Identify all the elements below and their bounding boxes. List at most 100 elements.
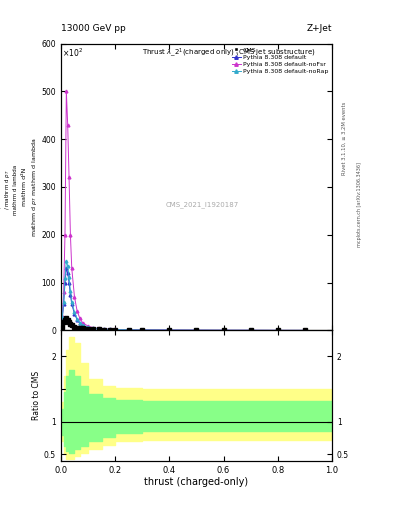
Pythia 8.308 default-noFsr <box>303 327 307 333</box>
CMS <box>167 327 172 333</box>
Line: Pythia 8.308 default: Pythia 8.308 default <box>61 267 307 332</box>
Text: CMS_2021_I1920187: CMS_2021_I1920187 <box>165 201 239 207</box>
Pythia 8.308 default-noRap <box>275 327 280 333</box>
Pythia 8.308 default <box>86 325 90 331</box>
CMS <box>275 327 280 333</box>
Legend: CMS, Pythia 8.308 default, Pythia 8.308 default-noFsr, Pythia 8.308 default-noRa: CMS, Pythia 8.308 default, Pythia 8.308 … <box>231 47 329 75</box>
Pythia 8.308 default-noFsr <box>61 289 66 295</box>
CMS <box>194 327 199 333</box>
Pythia 8.308 default-noFsr <box>221 327 226 333</box>
Pythia 8.308 default <box>194 327 199 333</box>
CMS <box>107 327 112 333</box>
CMS <box>64 315 69 322</box>
CMS <box>86 326 90 332</box>
Pythia 8.308 default <box>91 326 96 332</box>
CMS <box>75 325 79 331</box>
Pythia 8.308 default-noRap <box>72 309 77 315</box>
Pythia 8.308 default-noRap <box>303 327 307 333</box>
CMS <box>67 319 72 325</box>
Pythia 8.308 default-noFsr <box>80 319 85 326</box>
CMS <box>113 327 118 333</box>
Text: Thrust $\lambda\_2^1$(charged only) (CMS jet substructure): Thrust $\lambda\_2^1$(charged only) (CMS… <box>142 47 316 59</box>
Text: $\times10^{2}$: $\times10^{2}$ <box>62 47 83 59</box>
Text: Z+Jet: Z+Jet <box>307 24 332 33</box>
CMS <box>140 327 145 333</box>
Pythia 8.308 default-noRap <box>126 327 131 333</box>
Pythia 8.308 default-noRap <box>60 314 64 321</box>
Text: 13000 GeV pp: 13000 GeV pp <box>61 24 126 33</box>
Pythia 8.308 default-noFsr <box>113 327 118 333</box>
Pythia 8.308 default-noRap <box>113 327 118 333</box>
Pythia 8.308 default-noFsr <box>67 174 72 180</box>
Pythia 8.308 default <box>67 280 72 286</box>
Pythia 8.308 default-noFsr <box>86 323 90 329</box>
Line: CMS: CMS <box>61 317 307 332</box>
Pythia 8.308 default-noFsr <box>62 232 67 238</box>
Pythia 8.308 default-noFsr <box>140 327 145 333</box>
Pythia 8.308 default-noFsr <box>72 294 77 300</box>
Pythia 8.308 default-noRap <box>68 288 73 294</box>
CMS <box>91 326 96 332</box>
CMS <box>68 321 73 327</box>
CMS <box>248 327 253 333</box>
Pythia 8.308 default <box>65 270 70 276</box>
Pythia 8.308 default-noRap <box>97 326 101 332</box>
Pythia 8.308 default-noRap <box>61 298 66 305</box>
Pythia 8.308 default-noRap <box>107 326 112 332</box>
CMS <box>65 317 70 323</box>
Line: Pythia 8.308 default-noRap: Pythia 8.308 default-noRap <box>61 260 307 332</box>
Pythia 8.308 default-noRap <box>70 298 74 305</box>
CMS <box>102 327 107 333</box>
Pythia 8.308 default-noFsr <box>64 88 69 94</box>
Pythia 8.308 default-noRap <box>91 325 96 331</box>
Pythia 8.308 default <box>113 327 118 333</box>
Pythia 8.308 default-noFsr <box>70 265 74 271</box>
Pythia 8.308 default-noRap <box>194 327 199 333</box>
Pythia 8.308 default-noFsr <box>68 232 73 238</box>
Pythia 8.308 default-noRap <box>86 324 90 330</box>
Pythia 8.308 default-noFsr <box>91 325 96 331</box>
CMS <box>221 327 226 333</box>
CMS <box>77 325 82 331</box>
CMS <box>72 324 77 330</box>
Y-axis label: mathrm d²N
mathrm d $p_T$ mathrm d lambda: mathrm d²N mathrm d $p_T$ mathrm d lambd… <box>22 137 39 237</box>
Pythia 8.308 default-noFsr <box>60 313 64 319</box>
CMS <box>70 322 74 328</box>
CMS <box>303 327 307 333</box>
Pythia 8.308 default-noRap <box>75 316 79 322</box>
Y-axis label: Ratio to CMS: Ratio to CMS <box>32 371 41 420</box>
Pythia 8.308 default-noRap <box>248 327 253 333</box>
Pythia 8.308 default <box>80 323 85 329</box>
Pythia 8.308 default <box>102 326 107 332</box>
Line: Pythia 8.308 default-noFsr: Pythia 8.308 default-noFsr <box>61 90 307 332</box>
Pythia 8.308 default-noRap <box>140 327 145 333</box>
Pythia 8.308 default-noFsr <box>248 327 253 333</box>
Text: mcplots.cern.ch [arXiv:1306.3436]: mcplots.cern.ch [arXiv:1306.3436] <box>357 162 362 247</box>
Pythia 8.308 default <box>61 301 66 307</box>
CMS <box>60 324 64 330</box>
Pythia 8.308 default <box>107 326 112 332</box>
Pythia 8.308 default <box>167 327 172 333</box>
Text: 1
/ mathrm d N
/ mathrm d $p_T$
mathrm d lambda: 1 / mathrm d N / mathrm d $p_T$ mathrm d… <box>0 164 18 215</box>
Pythia 8.308 default-noRap <box>65 263 70 269</box>
Pythia 8.308 default <box>64 265 69 271</box>
Pythia 8.308 default-noRap <box>77 319 82 326</box>
Pythia 8.308 default-noFsr <box>107 326 112 332</box>
Pythia 8.308 default <box>248 327 253 333</box>
Pythia 8.308 default-noFsr <box>167 327 172 333</box>
CMS <box>61 319 66 325</box>
Pythia 8.308 default <box>303 327 307 333</box>
Pythia 8.308 default <box>221 327 226 333</box>
Pythia 8.308 default-noFsr <box>77 315 82 322</box>
Pythia 8.308 default-noFsr <box>102 326 107 332</box>
Pythia 8.308 default <box>77 320 82 326</box>
Pythia 8.308 default <box>60 315 64 322</box>
Pythia 8.308 default <box>126 327 131 333</box>
Pythia 8.308 default <box>97 326 101 332</box>
Pythia 8.308 default-noRap <box>80 322 85 328</box>
Pythia 8.308 default <box>62 280 67 286</box>
Pythia 8.308 default <box>70 301 74 307</box>
Pythia 8.308 default-noFsr <box>126 327 131 333</box>
X-axis label: thrust (charged-only): thrust (charged-only) <box>145 477 248 487</box>
Pythia 8.308 default-noRap <box>67 274 72 280</box>
